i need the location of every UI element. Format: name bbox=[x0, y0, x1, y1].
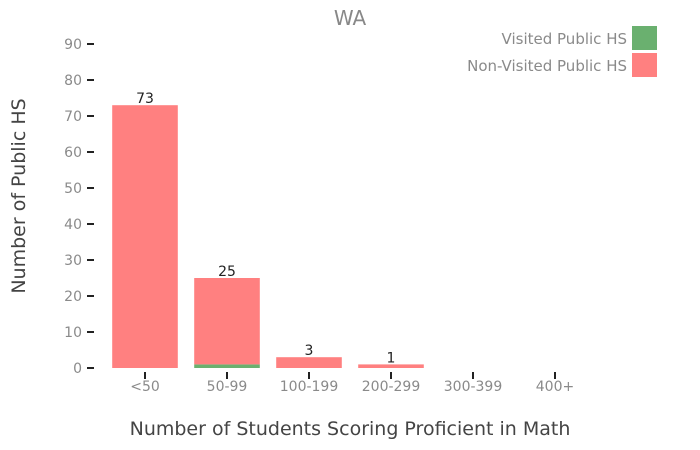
y-tick-label: 0 bbox=[73, 361, 82, 377]
y-tick-label: 40 bbox=[64, 217, 82, 233]
x-axis-title: Number of Students Scoring Proficient in… bbox=[130, 418, 571, 440]
y-tick-label: 30 bbox=[64, 253, 82, 269]
bar-non-visited-0 bbox=[112, 105, 178, 368]
x-tick-label: 300-399 bbox=[444, 379, 503, 395]
bar-total-label: 73 bbox=[136, 91, 154, 107]
y-tick-label: 10 bbox=[64, 325, 82, 341]
legend: Visited Public HS Non-Visited Public HS bbox=[467, 26, 657, 77]
bars-group bbox=[112, 105, 424, 368]
x-tick-label: 50-99 bbox=[207, 379, 248, 395]
bar-total-label: 1 bbox=[387, 350, 396, 366]
data-labels-group: 73 25 3 1 bbox=[136, 91, 395, 366]
bar-non-visited-1 bbox=[194, 278, 260, 365]
bar-non-visited-2 bbox=[276, 357, 342, 368]
x-tick-label: 200-299 bbox=[362, 379, 421, 395]
bar-visited-1 bbox=[194, 364, 260, 368]
y-tick-label: 20 bbox=[64, 289, 82, 305]
bar-non-visited-3 bbox=[358, 364, 424, 368]
y-tick-label: 60 bbox=[64, 145, 82, 161]
y-axis-title: Number of Public HS bbox=[8, 98, 30, 293]
x-tick-label: <50 bbox=[130, 379, 160, 395]
legend-label: Visited Public HS bbox=[502, 30, 627, 48]
x-axis: <50 50-99 100-199 200-299 300-399 400+ bbox=[130, 372, 574, 395]
bar-total-label: 3 bbox=[305, 343, 314, 359]
bar-total-label: 25 bbox=[218, 264, 236, 280]
x-tick-label: 400+ bbox=[536, 379, 574, 395]
y-axis: 0 10 20 30 40 50 60 70 80 90 bbox=[64, 37, 94, 377]
y-tick-label: 90 bbox=[64, 37, 82, 53]
x-tick-label: 100-199 bbox=[280, 379, 339, 395]
y-tick-label: 80 bbox=[64, 73, 82, 89]
y-tick-label: 50 bbox=[64, 181, 82, 197]
legend-swatch bbox=[632, 53, 657, 77]
y-tick-label: 70 bbox=[64, 109, 82, 125]
legend-swatch bbox=[632, 26, 657, 50]
legend-label: Non-Visited Public HS bbox=[467, 57, 627, 75]
chart-title: WA bbox=[334, 6, 367, 30]
